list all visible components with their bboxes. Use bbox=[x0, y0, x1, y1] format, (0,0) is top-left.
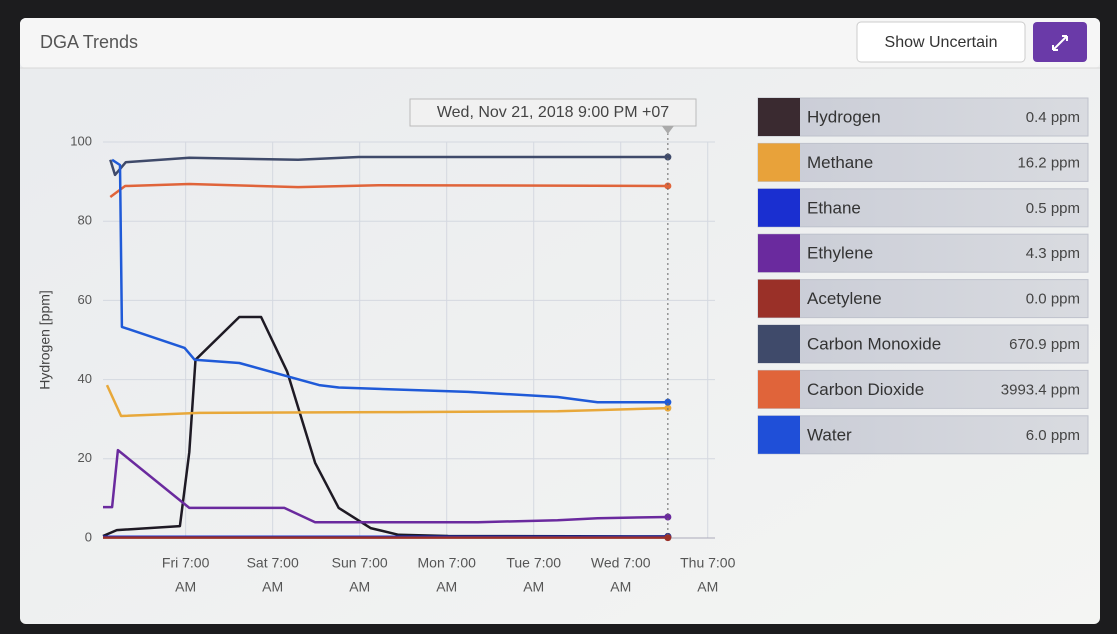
legend-row bbox=[757, 97, 1089, 137]
legend-row bbox=[757, 369, 1089, 409]
y-tick-label: 60 bbox=[78, 292, 92, 307]
legend-name: Water bbox=[807, 425, 852, 444]
end-point bbox=[664, 182, 672, 190]
legend-name: Acetylene bbox=[807, 289, 882, 308]
y-tick-label: 80 bbox=[78, 213, 92, 228]
legend-reading: 0.0 ppm bbox=[1026, 291, 1080, 308]
legend-reading: 3993.4 ppm bbox=[1001, 381, 1080, 398]
tooltip-text: Wed, Nov 21, 2018 9:00 PM +07 bbox=[437, 104, 669, 121]
legend-swatch bbox=[758, 370, 800, 409]
y-tick-label: 0 bbox=[85, 529, 92, 544]
legend-row bbox=[757, 324, 1089, 364]
legend-swatch bbox=[758, 143, 800, 182]
x-tick-label: Tue 7:00 bbox=[506, 555, 561, 571]
legend-name: Carbon Dioxide bbox=[807, 380, 924, 399]
legend-reading: 0.5 ppm bbox=[1026, 200, 1080, 217]
legend-swatch bbox=[758, 279, 800, 318]
series-line bbox=[103, 448, 668, 524]
x-tick-label: Sat 7:00 bbox=[247, 555, 299, 571]
collapse-icon[interactable] bbox=[1052, 35, 1068, 51]
series-line bbox=[109, 182, 668, 199]
legend-swatch bbox=[758, 188, 800, 227]
x-tick-label: AM bbox=[262, 579, 283, 595]
legend-name: Ethylene bbox=[807, 244, 873, 263]
show-uncertain-button[interactable] bbox=[856, 21, 1026, 63]
x-tick-label: AM bbox=[349, 579, 370, 595]
y-tick-label: 100 bbox=[70, 133, 92, 148]
y-tick-label: 40 bbox=[78, 371, 92, 386]
header-bar bbox=[20, 18, 1100, 68]
legend-reading: 4.3 ppm bbox=[1026, 245, 1080, 262]
legend-reading: 670.9 ppm bbox=[1009, 336, 1080, 353]
legend-reading: 0.4 ppm bbox=[1026, 109, 1080, 126]
x-tick-label: AM bbox=[610, 579, 631, 595]
x-tick-label: Fri 7:00 bbox=[162, 555, 210, 571]
x-tick-label: Wed 7:00 bbox=[591, 555, 651, 571]
chart: 0 20 40 60 80 100 Fri 7:00 AM Sat 7:00 AM Sun 7:00… bbox=[37, 97, 1089, 595]
series-line bbox=[105, 384, 668, 418]
x-tick-label: AM bbox=[436, 579, 457, 595]
legend-name: Ethane bbox=[807, 198, 861, 217]
legend-reading: 16.2 ppm bbox=[1017, 154, 1080, 171]
x-tick-label: Sun 7:00 bbox=[332, 555, 388, 571]
y-axis-label: Hydrogen [ppm] bbox=[37, 290, 53, 390]
legend-name: Carbon Monoxide bbox=[807, 334, 941, 353]
tooltip-box bbox=[409, 98, 697, 127]
end-point bbox=[664, 153, 672, 161]
x-tick-label: AM bbox=[697, 579, 718, 595]
x-tick-label: AM bbox=[175, 579, 196, 595]
y-tick-label: 20 bbox=[78, 450, 92, 465]
series-line bbox=[109, 155, 668, 177]
legend-name: Hydrogen bbox=[807, 107, 881, 126]
end-point bbox=[664, 534, 672, 542]
legend-swatch bbox=[758, 98, 800, 136]
legend-swatch bbox=[758, 234, 800, 273]
legend-swatch bbox=[758, 325, 800, 363]
x-tick-label: AM bbox=[523, 579, 544, 595]
end-point bbox=[664, 513, 672, 521]
series-line bbox=[102, 315, 668, 538]
legend-name: Methane bbox=[807, 153, 873, 172]
page-title: DGA Trends bbox=[40, 32, 138, 52]
legend-row bbox=[757, 279, 1089, 319]
tooltip-arrow bbox=[661, 126, 674, 134]
x-tick-label: Mon 7:00 bbox=[418, 555, 477, 571]
legend-swatch bbox=[758, 415, 800, 454]
series-line bbox=[111, 158, 668, 404]
legend-reading: 6.0 ppm bbox=[1026, 427, 1080, 444]
end-point bbox=[664, 398, 672, 406]
x-tick-label: Thu 7:00 bbox=[680, 555, 735, 571]
button-label[interactable]: Show Uncertain bbox=[885, 34, 998, 51]
legend-row bbox=[757, 142, 1089, 182]
